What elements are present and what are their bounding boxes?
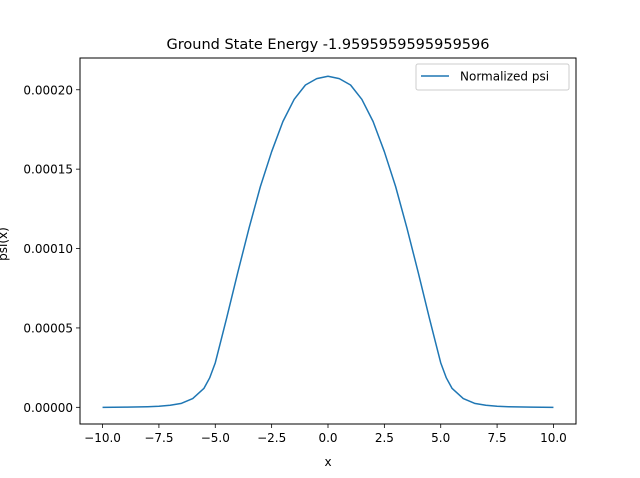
- legend-label: Normalized psi: [460, 70, 549, 84]
- plot-area: −10.0 −7.5 −5.0 −2.5 0.0 2.5 5.0 7.5 10.0 0.00000…: [23, 57, 577, 445]
- y-tick-label: 0.00010: [23, 242, 73, 256]
- series-line-0: [102, 75, 554, 409]
- y-tick-label: 0.00015: [23, 163, 73, 177]
- legend-box: [415, 63, 570, 91]
- x-tick-label: 0.0: [318, 431, 337, 445]
- y-tick-label: 0.00000: [23, 401, 73, 415]
- x-tick-label: −7.5: [144, 431, 173, 445]
- x-tick-label: 5.0: [431, 431, 450, 445]
- x-tick-label: −2.5: [257, 431, 286, 445]
- x-tick-label: 7.5: [488, 431, 507, 445]
- legend: Normalized psi: [415, 63, 570, 91]
- x-tick-label: −5.0: [201, 431, 230, 445]
- y-tick-label: 0.00005: [23, 321, 73, 335]
- x-tick-label: −10.0: [84, 431, 121, 445]
- chart-title: Ground State Energy -1.9595959595959596: [167, 37, 490, 53]
- x-axis-label: x: [324, 455, 331, 469]
- x-tick-label: 10.0: [540, 431, 567, 445]
- y-axis-label: psi(x): [0, 227, 10, 261]
- x-tick-label: 2.5: [375, 431, 394, 445]
- y-tick-label: 0.00020: [23, 83, 73, 97]
